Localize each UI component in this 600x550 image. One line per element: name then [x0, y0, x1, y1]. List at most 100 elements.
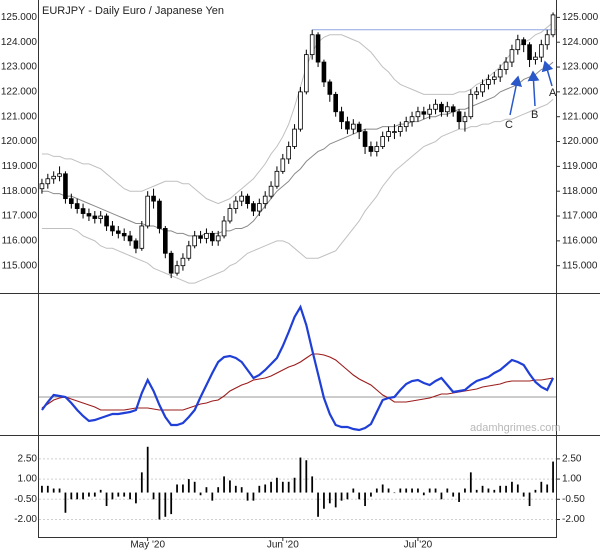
candle-body [468, 93, 474, 118]
candle-body [151, 195, 156, 202]
candle-body [139, 225, 145, 249]
bar [276, 477, 278, 493]
bar [217, 487, 220, 493]
bar [111, 492, 114, 500]
bar [352, 488, 355, 493]
candle-body [509, 49, 515, 63]
candle-body [257, 203, 262, 212]
bar [440, 492, 443, 500]
y-tick-label: 124.000 [1, 37, 38, 48]
candle-body [474, 91, 479, 95]
candle-body [398, 126, 403, 133]
y-tick-label: -0.50 [14, 494, 37, 505]
bar [499, 485, 502, 493]
bar [417, 488, 419, 493]
bar [240, 487, 243, 493]
candle-body [427, 108, 432, 115]
candle-body [104, 215, 109, 227]
chart-title: EURJPY - Daily Euro / Japanese Yen [42, 5, 224, 17]
bar [299, 457, 302, 493]
y-tick-label: 120.000 [1, 136, 38, 147]
bar [305, 460, 308, 493]
candle-body [462, 116, 468, 123]
bar [334, 492, 337, 508]
bar [187, 479, 190, 493]
y-tick-label: 119.000 [2, 161, 38, 172]
bar [505, 485, 507, 493]
bar [346, 492, 349, 500]
bar [123, 492, 126, 497]
candle-body [345, 121, 350, 130]
bar [370, 492, 372, 497]
bar [223, 476, 225, 493]
candle-body [450, 106, 456, 113]
candle-body [280, 158, 286, 172]
bar [70, 492, 73, 500]
annotation: C [505, 119, 513, 131]
candle-body [415, 111, 421, 118]
bar [246, 492, 249, 501]
y-tick-label: 118.000 [2, 186, 38, 197]
candle-body [80, 208, 86, 214]
y-tick-label: 2.50 [18, 454, 38, 465]
y-tick-label: 115.000 [2, 260, 38, 271]
y-tick-label: 115.000 [562, 260, 598, 271]
candle-body [268, 185, 274, 197]
bar [199, 492, 202, 496]
candle-body [544, 34, 550, 46]
bar [129, 492, 131, 500]
candle-body [168, 252, 174, 274]
candle-body [251, 203, 256, 212]
bar [458, 492, 460, 502]
band-line [41, 21, 554, 205]
bar [270, 481, 272, 493]
y-tick-label: 121.000 [1, 111, 38, 122]
candle-body [215, 235, 221, 242]
candle-body [409, 116, 415, 123]
candle-body [521, 39, 526, 46]
candle-body [92, 215, 98, 219]
candle-body [368, 146, 374, 152]
candle-body [262, 195, 268, 205]
y-tick-label: 125.000 [1, 12, 38, 23]
bar [41, 485, 43, 493]
bar [281, 481, 284, 493]
candle-body [380, 136, 385, 147]
bar [422, 492, 425, 496]
bar [287, 481, 290, 493]
y-tick-label: 119.000 [562, 161, 598, 172]
bar [205, 487, 208, 493]
candle-body [121, 233, 127, 237]
candle-body [286, 146, 291, 160]
candle-body [497, 69, 503, 78]
candle-body [116, 230, 121, 234]
y-tick-label: -2.00 [562, 514, 585, 525]
bar [387, 488, 390, 493]
candle-body [439, 103, 444, 113]
bar [170, 492, 173, 515]
y-tick-label: 1.00 [18, 474, 38, 485]
candle-body [57, 173, 62, 177]
candle-body [315, 34, 321, 63]
bar [428, 488, 431, 493]
candle-body [304, 54, 309, 93]
bar [340, 492, 343, 501]
bar [234, 485, 237, 493]
annotations: A B C [505, 60, 557, 131]
y-tick-label: 118.000 [562, 186, 598, 197]
candle-body [515, 39, 521, 51]
candle-body [98, 215, 103, 219]
candle-body [480, 84, 485, 93]
candle-body [174, 265, 180, 274]
candle-body [245, 195, 250, 205]
candle-body [356, 123, 362, 133]
bar [64, 492, 67, 513]
bar [58, 488, 61, 493]
watermark: adamhgrimes.com [470, 422, 560, 434]
bar [311, 476, 314, 493]
candle-body [533, 56, 538, 60]
bar [487, 488, 490, 493]
candle-body [392, 131, 397, 134]
candle-body [445, 106, 450, 113]
arrow [527, 70, 540, 107]
